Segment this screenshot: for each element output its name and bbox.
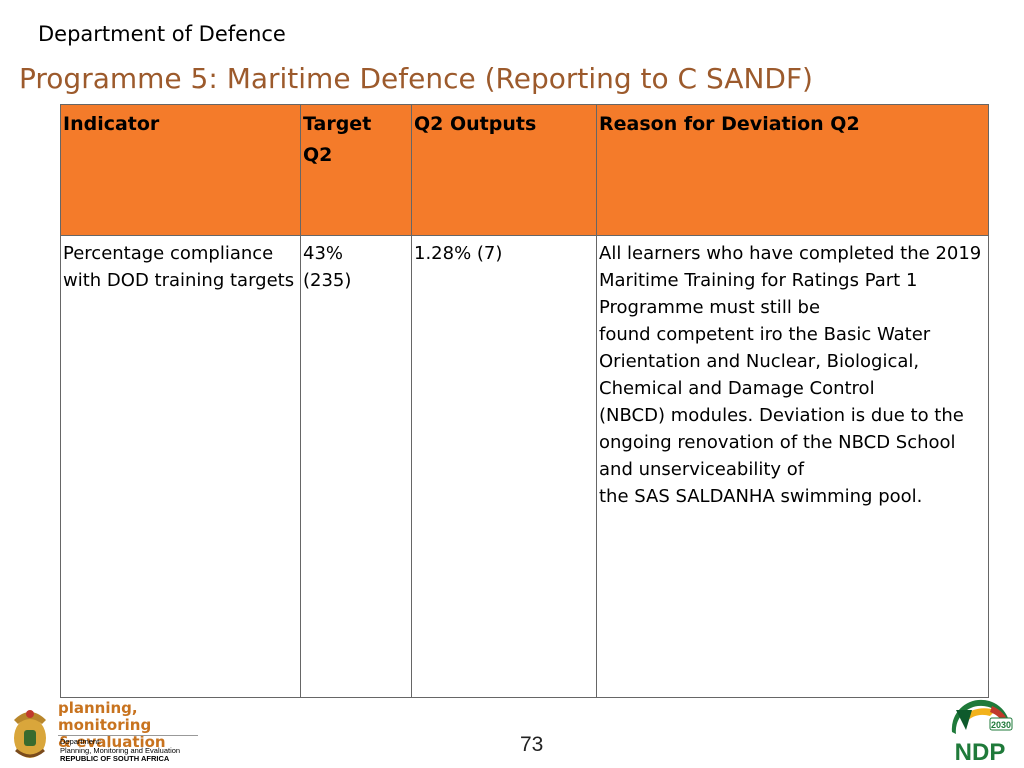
target-line: (235) (303, 270, 352, 291)
reason-cell: All learners who have completed the 2019… (596, 235, 989, 698)
column-header-target: Target Q2 (300, 104, 412, 236)
department-name: Department of Defence (38, 22, 286, 46)
outputs-cell: 1.28% (7) (411, 235, 597, 698)
pme-divider (58, 735, 198, 736)
pme-dept-line: Planning, Monitoring and Evaluation (60, 745, 181, 755)
reason-line: ongoing renovation of the NBCD School (599, 432, 956, 453)
pme-department: Department: Planning, Monitoring and Eva… (60, 737, 181, 764)
indicator-table: Indicator Target Q2 Q2 Outputs Reason fo… (60, 104, 989, 698)
reason-line: Programme must still be (599, 297, 821, 318)
coat-of-arms-icon (14, 710, 46, 758)
reason-line: Chemical and Damage Control (599, 378, 875, 399)
target-line: 43% (303, 243, 344, 264)
indicator-line: with DOD training targets (63, 270, 295, 291)
column-header-indicator: Indicator (60, 104, 301, 236)
target-cell: 43% (235) (300, 235, 412, 698)
pme-dept-line: Department: (60, 737, 102, 746)
reason-line: Orientation and Nuclear, Biological, (599, 351, 920, 372)
column-header-target-line: Target (303, 113, 372, 135)
page-number: 73 (520, 733, 544, 756)
pme-title-line: & evaluation (58, 733, 166, 751)
indicator-line: Percentage compliance (63, 243, 274, 264)
svg-text:2030: 2030 (991, 720, 1011, 730)
reason-line: (NBCD) modules. Deviation is due to the (599, 405, 964, 426)
table-row: Percentage compliance with DOD training … (60, 235, 989, 698)
column-header-outputs: Q2 Outputs (411, 104, 597, 236)
reason-line: All learners who have completed the 2019 (599, 243, 982, 264)
page-title: Programme 5: Maritime Defence (Reporting… (19, 62, 813, 95)
indicator-cell: Percentage compliance with DOD training … (60, 235, 301, 698)
reason-line: and unserviceability of (599, 459, 805, 480)
reason-line: found competent iro the Basic Water (599, 324, 931, 345)
svg-text:NDP: NDP (955, 739, 1006, 764)
dpme-logo: planning, monitoring & evaluation Depart… (2, 700, 202, 766)
column-header-reason: Reason for Deviation Q2 (596, 104, 989, 236)
column-header-target-line: Q2 (303, 144, 333, 166)
reason-line: Maritime Training for Ratings Part 1 (599, 270, 918, 291)
pme-title-line: planning, monitoring (58, 699, 152, 734)
ndp-logo-icon: 2030 NDP (951, 699, 1013, 764)
pme-dept-line: REPUBLIC OF SOUTH AFRICA (60, 754, 170, 763)
pme-title: planning, monitoring & evaluation (58, 700, 202, 751)
table-header-row: Indicator Target Q2 Q2 Outputs Reason fo… (60, 104, 989, 236)
reason-line: the SAS SALDANHA swimming pool. (599, 486, 923, 507)
